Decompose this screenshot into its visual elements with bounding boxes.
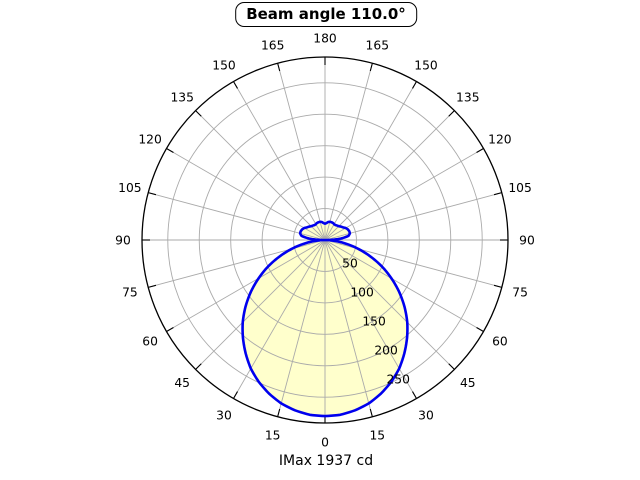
theta-tick [166, 327, 174, 332]
grid-spoke [324, 63, 373, 241]
theta-tick-label: 150 [414, 59, 437, 73]
r-tick-label: 200 [374, 344, 397, 358]
theta-tick-label: 165 [366, 38, 389, 52]
theta-tick-label: 135 [456, 91, 479, 105]
theta-tick [493, 192, 502, 196]
theta-tick [448, 363, 455, 370]
grid-spoke [277, 239, 326, 417]
theta-tick-label: 45 [460, 376, 476, 390]
theta-tick [412, 81, 417, 89]
grid-spoke [233, 239, 326, 399]
theta-tick-label: 105 [508, 181, 531, 195]
theta-tick-label: 15 [265, 429, 281, 443]
grid-spoke [148, 192, 326, 241]
theta-tick [195, 363, 202, 370]
theta-tick-label: 30 [418, 408, 434, 422]
theta-tick-label: 120 [488, 132, 511, 146]
grid-spoke [324, 110, 455, 241]
grid-spoke [195, 239, 326, 370]
theta-tick [148, 192, 157, 196]
theta-tick-label: 75 [512, 286, 528, 300]
grid-spoke [195, 110, 326, 241]
theta-tick-label: 30 [216, 408, 232, 422]
theta-tick-label: 165 [261, 38, 284, 52]
beam-angle-title: Beam angle 110.0° [235, 2, 417, 27]
grid-spoke [324, 239, 373, 417]
grid-spoke [324, 192, 502, 241]
grid-spoke [166, 148, 326, 241]
grid-spoke [166, 239, 326, 332]
theta-tick-label: 150 [212, 59, 235, 73]
intensity-curve [241, 220, 409, 418]
theta-tick [493, 284, 502, 288]
grid-spoke [324, 239, 417, 399]
theta-tick-label: 180 [313, 31, 336, 45]
theta-tick-label: 15 [369, 429, 385, 443]
theta-tick [148, 284, 157, 288]
grid-spoke [324, 148, 484, 241]
imax-footer-label: IMax 1937 cd [278, 453, 374, 469]
r-tick-label: 150 [362, 315, 385, 329]
theta-tick-label: 45 [174, 376, 190, 390]
grid-spoke [277, 63, 326, 241]
grid-spoke [324, 239, 484, 332]
theta-tick [277, 63, 281, 72]
theta-tick [195, 110, 202, 117]
theta-tick [166, 148, 174, 153]
theta-tick [476, 148, 484, 153]
theta-tick-label: 90 [115, 233, 131, 247]
theta-tick-label: 60 [142, 334, 158, 348]
theta-tick [277, 408, 281, 417]
theta-tick [233, 81, 238, 89]
theta-tick [412, 391, 417, 399]
theta-tick [233, 391, 238, 399]
r-tick-label: 250 [386, 373, 409, 387]
theta-tick-label: 75 [122, 286, 138, 300]
theta-tick [369, 63, 373, 72]
r-tick-label: 100 [350, 286, 373, 300]
theta-tick [369, 408, 373, 417]
theta-tick [476, 327, 484, 332]
theta-tick-label: 105 [118, 181, 141, 195]
grid-spoke [324, 239, 455, 370]
grid-spoke [324, 81, 417, 241]
grid-spoke [233, 81, 326, 241]
theta-tick-label: 0 [321, 435, 329, 449]
theta-tick [448, 110, 455, 117]
theta-tick-label: 120 [138, 132, 161, 146]
theta-tick-label: 60 [492, 334, 508, 348]
theta-tick-label: 90 [519, 233, 535, 247]
r-tick-label: 50 [342, 256, 358, 270]
theta-tick-label: 135 [170, 91, 193, 105]
